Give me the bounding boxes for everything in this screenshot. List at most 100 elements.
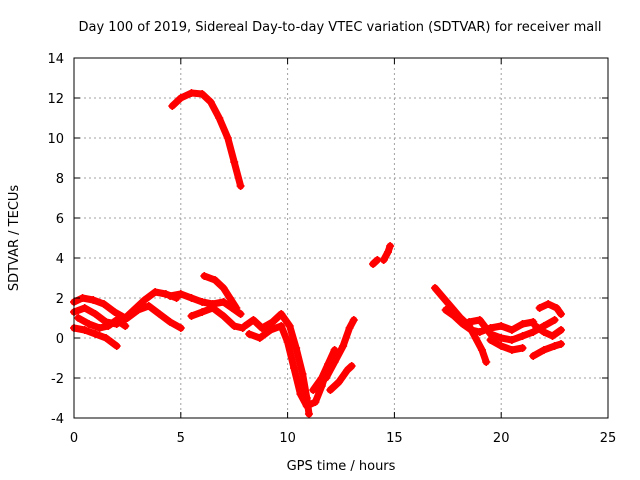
data-point-marker: [223, 134, 232, 142]
plot-frame: [73, 57, 609, 419]
data-point-marker: [302, 394, 311, 402]
data-point-marker: [187, 89, 196, 97]
data-point-marker: [144, 302, 153, 310]
data-point-marker: [465, 318, 474, 326]
data-point-marker: [518, 320, 527, 328]
data-point-marker: [535, 304, 544, 312]
data-point-marker: [161, 290, 170, 298]
data-point-marker: [302, 402, 311, 410]
data-point-marker: [334, 378, 343, 386]
data-point-marker: [140, 296, 149, 304]
data-point-marker: [232, 304, 241, 312]
data-point-marker: [166, 318, 175, 326]
data-point-marker: [497, 334, 506, 342]
data-point-marker: [230, 322, 239, 330]
data-point-marker: [112, 342, 121, 350]
y-tick-label: 8: [56, 172, 64, 187]
data-point-marker: [544, 300, 553, 308]
data-point-marker: [230, 158, 239, 166]
chart-title: Day 100 of 2019, Sidereal Day-to-day VTE…: [79, 20, 602, 35]
y-tick-label: 4: [56, 252, 64, 267]
data-point-marker: [311, 398, 320, 406]
x-tick-label: 15: [386, 431, 403, 446]
data-markers: [70, 89, 566, 418]
data-point-marker: [330, 346, 339, 354]
data-point-marker: [166, 292, 175, 300]
data-point-marker: [309, 386, 318, 394]
data-point-marker: [386, 242, 395, 250]
data-point-marker: [245, 330, 254, 338]
data-point-marker: [456, 314, 465, 322]
data-point-marker: [102, 334, 111, 342]
series-trace-arc-d: [74, 314, 129, 332]
data-point-marker: [249, 316, 258, 324]
y-tick-label: -4: [51, 412, 64, 427]
data-point-marker: [369, 260, 378, 268]
data-point-marker: [225, 294, 234, 302]
data-point-marker: [330, 358, 339, 366]
data-point-marker: [448, 304, 457, 312]
data-point-marker: [507, 346, 516, 354]
data-point-marker: [208, 304, 217, 312]
y-axis-ticks: -4 -2 0 2 4 6 8 10 12 14: [47, 52, 608, 427]
data-point-marker: [458, 320, 467, 328]
data-point-marker: [471, 334, 480, 342]
data-point-marker: [477, 346, 486, 354]
x-tick-label: 25: [600, 431, 617, 446]
data-point-marker: [475, 328, 484, 336]
data-point-marker: [198, 308, 207, 316]
data-point-marker: [347, 362, 356, 370]
data-point-marker: [507, 336, 516, 344]
data-point-marker: [74, 314, 83, 322]
data-point-marker: [236, 310, 245, 318]
data-point-marker: [539, 346, 548, 354]
data-point-marker: [482, 358, 491, 366]
data-point-marker: [539, 328, 548, 336]
y-tick-label: 12: [47, 92, 64, 107]
data-point-marker: [379, 256, 388, 264]
data-point-marker: [441, 306, 450, 314]
data-point-marker: [326, 386, 335, 394]
data-point-marker: [121, 322, 130, 330]
series-trace-arc-u: [536, 300, 565, 318]
data-point-marker: [518, 332, 527, 340]
data-point-marker: [518, 344, 527, 352]
y-tick-label: 10: [47, 132, 64, 147]
series-trace-arc-h: [168, 89, 245, 190]
y-tick-label: -2: [51, 372, 64, 387]
data-point-marker: [176, 94, 185, 102]
data-point-marker: [219, 284, 228, 292]
data-point-marker: [277, 310, 286, 318]
data-point-marker: [176, 324, 185, 332]
data-point-marker: [210, 276, 219, 284]
data-point-marker: [557, 310, 566, 318]
y-tick-label: 6: [56, 212, 64, 227]
data-point-marker: [187, 312, 196, 320]
data-point-marker: [80, 326, 89, 334]
x-axis-label: GPS time / hours: [287, 459, 396, 474]
data-point-marker: [467, 326, 476, 334]
data-point-marker: [257, 324, 266, 332]
series-trace-arc-v: [531, 322, 565, 340]
data-point-marker: [339, 342, 348, 350]
x-axis-ticks: 0 5 10 15 20 25: [70, 58, 616, 446]
data-point-marker: [266, 326, 275, 334]
data-point-marker: [304, 410, 313, 418]
data-point-marker: [529, 328, 538, 336]
grid-lines: [74, 58, 608, 418]
data-point-marker: [292, 344, 301, 352]
y-tick-label: 0: [56, 332, 64, 347]
data-point-marker: [430, 284, 439, 292]
series-trace-arc-t: [529, 340, 565, 360]
data-point-marker: [486, 336, 495, 344]
data-point-marker: [84, 320, 93, 328]
data-point-marker: [110, 308, 119, 316]
y-tick-label: 2: [56, 292, 64, 307]
data-point-marker: [240, 322, 249, 330]
data-point-marker: [236, 182, 245, 190]
data-point-marker: [345, 324, 354, 332]
data-point-marker: [112, 316, 121, 324]
data-point-marker: [155, 310, 164, 318]
data-point-marker: [290, 364, 299, 372]
